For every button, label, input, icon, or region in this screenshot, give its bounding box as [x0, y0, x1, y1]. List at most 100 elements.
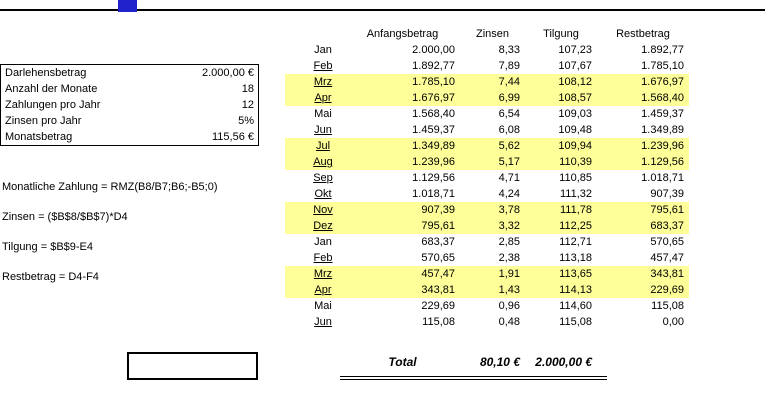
zinsen-cell[interactable]: 2,38 [498, 252, 520, 264]
restbetrag-cell[interactable]: 1.892,77 [641, 44, 684, 56]
restbetrag-cell[interactable]: 1.568,40 [641, 92, 684, 104]
month-cell[interactable]: Jan [314, 236, 332, 248]
tilgung-cell[interactable]: 112,71 [559, 236, 592, 248]
restbetrag-cell[interactable]: 1.018,71 [641, 172, 684, 184]
restbetrag-cell[interactable]: 343,81 [650, 268, 684, 280]
month-cell[interactable]: Feb [313, 60, 333, 72]
tilgung-cell[interactable]: 112,25 [559, 220, 592, 232]
empty-input-cell[interactable] [127, 352, 258, 380]
restbetrag-cell[interactable]: 1.785,10 [641, 60, 684, 72]
restbetrag-cell[interactable]: 1.459,37 [641, 108, 684, 120]
anfangsbetrag-cell[interactable]: 683,37 [421, 236, 455, 248]
month-cell[interactable]: Mai [314, 300, 332, 312]
anfangsbetrag-cell[interactable]: 343,81 [421, 284, 455, 296]
tilgung-cell[interactable]: 110,39 [559, 156, 592, 168]
zinsen-cell[interactable]: 6,08 [498, 124, 520, 136]
zinsen-cell[interactable]: 6,99 [498, 92, 520, 104]
tilgung-cell[interactable]: 114,60 [559, 300, 592, 312]
zinsen-cell[interactable]: 4,71 [498, 172, 520, 184]
anfangsbetrag-cell[interactable]: 457,47 [421, 268, 455, 280]
restbetrag-cell[interactable]: 1.349,89 [641, 124, 684, 136]
formula-text: Zinsen = ($B$8/$B$7)*D4 [2, 211, 128, 223]
restbetrag-cell[interactable]: 683,37 [650, 220, 684, 232]
zinsen-cell[interactable]: 8,33 [498, 44, 520, 56]
zinsen-cell[interactable]: 5,62 [498, 140, 520, 152]
anfangsbetrag-cell[interactable]: 1.676,97 [412, 92, 455, 104]
anfangsbetrag-cell[interactable]: 1.239,96 [412, 156, 455, 168]
zinsen-cell[interactable]: 1,43 [498, 284, 520, 296]
parameter-value-cell[interactable]: 2.000,00 € [202, 67, 254, 79]
anfangsbetrag-cell[interactable]: 1.349,89 [412, 140, 455, 152]
month-cell[interactable]: Mrz [313, 76, 333, 88]
zinsen-cell[interactable]: 6,54 [498, 108, 520, 120]
zinsen-cell[interactable]: 0,96 [498, 300, 520, 312]
anfangsbetrag-cell[interactable]: 1.459,37 [412, 124, 455, 136]
anfangsbetrag-cell[interactable]: 907,39 [421, 204, 455, 216]
tilgung-cell[interactable]: 115,08 [559, 316, 592, 328]
month-cell[interactable]: Apr [314, 284, 332, 296]
tilgung-cell[interactable]: 109,03 [558, 108, 592, 120]
anfangsbetrag-cell[interactable]: 1.892,77 [412, 60, 455, 72]
tilgung-cell[interactable]: 111,78 [559, 204, 592, 216]
tilgung-cell[interactable]: 113,18 [559, 252, 592, 264]
restbetrag-cell[interactable]: 229,69 [650, 284, 684, 296]
restbetrag-cell[interactable]: 115,08 [651, 300, 684, 312]
total-tilgung-cell[interactable]: 2.000,00 € [535, 355, 592, 369]
anfangsbetrag-cell[interactable]: 1.568,40 [412, 108, 455, 120]
month-cell[interactable]: Feb [313, 252, 333, 264]
table-row: Apr 1.676,97 6,99 108,57 1.568,40 [285, 90, 689, 106]
zinsen-cell[interactable]: 3,32 [498, 220, 520, 232]
tilgung-cell[interactable]: 111,32 [559, 188, 592, 200]
restbetrag-cell[interactable]: 1.129,56 [641, 156, 684, 168]
month-cell[interactable]: Mai [314, 108, 332, 120]
month-cell[interactable]: Jun [314, 124, 332, 136]
parameter-value-cell[interactable]: 18 [241, 83, 254, 95]
zinsen-cell[interactable]: 4,24 [498, 188, 520, 200]
tilgung-cell[interactable]: 108,57 [558, 92, 592, 104]
anfangsbetrag-cell[interactable]: 1.129,56 [412, 172, 455, 184]
tilgung-cell[interactable]: 109,94 [558, 140, 592, 152]
month-cell[interactable]: Okt [314, 188, 332, 200]
anfangsbetrag-cell[interactable]: 795,61 [421, 220, 455, 232]
restbetrag-cell[interactable]: 570,65 [650, 236, 684, 248]
total-zinsen-cell[interactable]: 80,10 € [479, 355, 520, 369]
anfangsbetrag-cell[interactable]: 229,69 [421, 300, 455, 312]
restbetrag-cell[interactable]: 795,61 [650, 204, 684, 216]
tilgung-cell[interactable]: 110,85 [559, 172, 592, 184]
anfangsbetrag-cell[interactable]: 1.018,71 [412, 188, 455, 200]
anfangsbetrag-cell[interactable]: 2.000,00 [412, 44, 455, 56]
month-cell[interactable]: Mrz [313, 268, 333, 280]
month-cell[interactable]: Jan [314, 44, 332, 56]
month-cell[interactable]: Aug [313, 156, 333, 168]
month-cell[interactable]: Dez [313, 220, 333, 232]
month-cell[interactable]: Jun [314, 316, 332, 328]
month-cell[interactable]: Jul [315, 140, 331, 152]
restbetrag-cell[interactable]: 1.676,97 [641, 76, 684, 88]
zinsen-cell[interactable]: 3,78 [498, 204, 520, 216]
anfangsbetrag-cell[interactable]: 570,65 [421, 252, 455, 264]
zinsen-cell[interactable]: 5,17 [498, 156, 520, 168]
parameter-value-cell[interactable]: 12 [241, 99, 254, 111]
restbetrag-cell[interactable]: 0,00 [662, 316, 684, 328]
anfangsbetrag-cell[interactable]: 115,08 [422, 316, 455, 328]
zinsen-cell[interactable]: 2,85 [498, 236, 520, 248]
parameter-value-cell[interactable]: 115,56 € [211, 131, 254, 143]
tilgung-cell[interactable]: 109,48 [558, 124, 592, 136]
tilgung-cell[interactable]: 107,23 [558, 44, 592, 56]
restbetrag-cell[interactable]: 457,47 [650, 252, 684, 264]
month-cell[interactable]: Sep [313, 172, 333, 184]
tilgung-cell[interactable]: 114,13 [559, 284, 592, 296]
tilgung-cell[interactable]: 113,65 [559, 268, 592, 280]
zinsen-cell[interactable]: 7,89 [498, 60, 520, 72]
month-cell[interactable]: Apr [314, 92, 332, 104]
anfangsbetrag-cell[interactable]: 1.785,10 [412, 76, 455, 88]
restbetrag-cell[interactable]: 907,39 [650, 188, 684, 200]
zinsen-cell[interactable]: 0,48 [498, 316, 520, 328]
zinsen-cell[interactable]: 1,91 [498, 268, 520, 280]
parameter-value-cell[interactable]: 5% [238, 115, 254, 127]
tilgung-cell[interactable]: 108,12 [558, 76, 592, 88]
tilgung-cell[interactable]: 107,67 [558, 60, 592, 72]
zinsen-cell[interactable]: 7,44 [498, 76, 520, 88]
restbetrag-cell[interactable]: 1.239,96 [641, 140, 684, 152]
month-cell[interactable]: Nov [313, 204, 333, 216]
